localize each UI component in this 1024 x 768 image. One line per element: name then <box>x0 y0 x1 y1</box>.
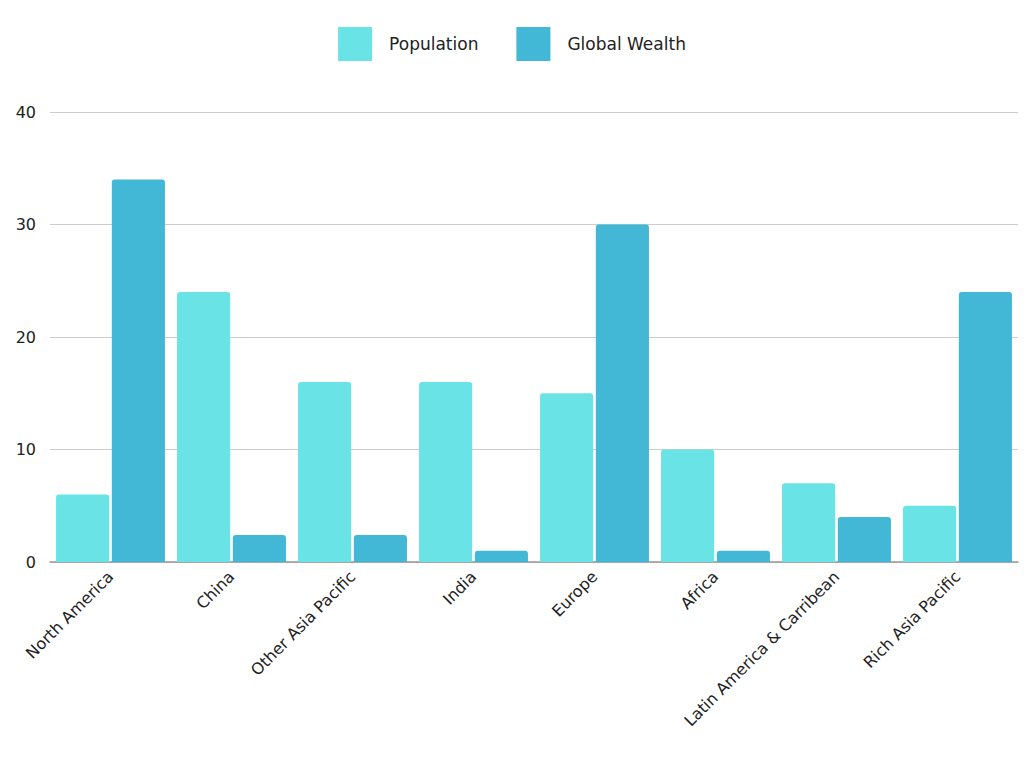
svg-text:China: China <box>192 567 238 613</box>
svg-text:Population: Population <box>389 34 478 54</box>
svg-text:30: 30 <box>16 215 36 234</box>
svg-text:Global Wealth: Global Wealth <box>567 34 686 54</box>
svg-text:10: 10 <box>16 440 36 459</box>
svg-text:India: India <box>439 567 480 608</box>
svg-text:North America: North America <box>22 567 117 662</box>
svg-text:0: 0 <box>26 553 36 572</box>
svg-text:Latin America & Carribean: Latin America & Carribean <box>680 567 843 730</box>
svg-text:40: 40 <box>16 103 36 122</box>
svg-text:Africa: Africa <box>677 567 723 613</box>
svg-text:20: 20 <box>16 328 36 347</box>
svg-text:Rich Asia Pacific: Rich Asia Pacific <box>860 567 965 672</box>
svg-text:Other Asia Pacific: Other Asia Pacific <box>247 567 359 679</box>
svg-text:Europe: Europe <box>548 567 601 620</box>
